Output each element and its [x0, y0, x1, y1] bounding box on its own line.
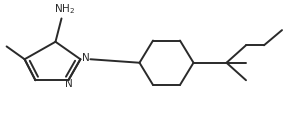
Text: N: N: [64, 79, 72, 89]
Text: N: N: [82, 53, 90, 63]
Text: NH$_2$: NH$_2$: [54, 2, 75, 16]
